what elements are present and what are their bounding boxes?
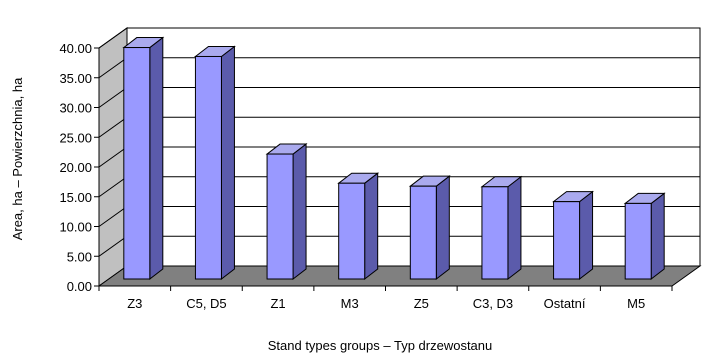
- x-tick-label: C5, D5: [186, 296, 226, 311]
- bar: [623, 192, 666, 281]
- bar: [408, 175, 451, 281]
- axes: [94, 47, 673, 291]
- bar-side: [364, 172, 379, 281]
- bar-side: [507, 175, 522, 281]
- bars: [122, 36, 666, 281]
- bar-front: [624, 202, 652, 280]
- bar-side: [650, 192, 665, 281]
- y-tick-label: 35.00: [59, 71, 92, 86]
- y-tick-label: 15.00: [59, 190, 92, 205]
- x-tick-label: Z5: [414, 296, 429, 311]
- x-tick-label: Z3: [127, 296, 142, 311]
- bar-front: [409, 185, 437, 280]
- y-tick-label: 40.00: [59, 41, 92, 56]
- bar-side: [220, 45, 235, 281]
- y-tick-label: 25.00: [59, 130, 92, 145]
- bar-front: [481, 186, 509, 280]
- bar-side: [292, 143, 307, 281]
- y-tick-label: 20.00: [59, 160, 92, 175]
- bar: [265, 143, 308, 281]
- bar-front: [553, 201, 581, 280]
- y-tick-label: 0.00: [67, 279, 92, 294]
- x-tick-label: Z1: [270, 296, 285, 311]
- bar: [122, 36, 165, 281]
- bar-front: [338, 182, 366, 280]
- chart-walls: [98, 27, 701, 287]
- x-axis-title: Stand types groups – Typ drzewostanu: [268, 338, 493, 353]
- bar: [552, 190, 595, 281]
- x-tick-labels: Z3 C5, D5 Z1 M3 Z5 C3, D3 Ostatní M5: [127, 296, 645, 311]
- y-axis-title: Area, ha – Powierzchnia, ha: [10, 77, 25, 240]
- bar: [480, 175, 523, 281]
- x-tick-label: Ostatní: [544, 296, 586, 311]
- chart-floor: [97, 265, 702, 287]
- bar-side: [435, 175, 450, 281]
- bar-side: [579, 190, 594, 281]
- y-tick-labels: 0.00 5.00 10.00 15.00 20.00 25.00 30.00 35.00 40…: [59, 41, 92, 294]
- y-tick-label: 10.00: [59, 220, 92, 235]
- bar-side: [149, 36, 164, 281]
- floor-plane: [97, 265, 702, 287]
- bar-front: [123, 47, 151, 280]
- x-tick-label: M5: [627, 296, 645, 311]
- bar-front: [194, 55, 222, 280]
- bar-front: [266, 153, 294, 280]
- y-tick-label: 5.00: [67, 249, 92, 264]
- bar: [193, 45, 236, 281]
- x-tick-label: C3, D3: [473, 296, 513, 311]
- gridline: [98, 27, 700, 49]
- bar: [337, 172, 380, 281]
- x-tick-label: M3: [341, 296, 359, 311]
- y-tick-label: 30.00: [59, 101, 92, 116]
